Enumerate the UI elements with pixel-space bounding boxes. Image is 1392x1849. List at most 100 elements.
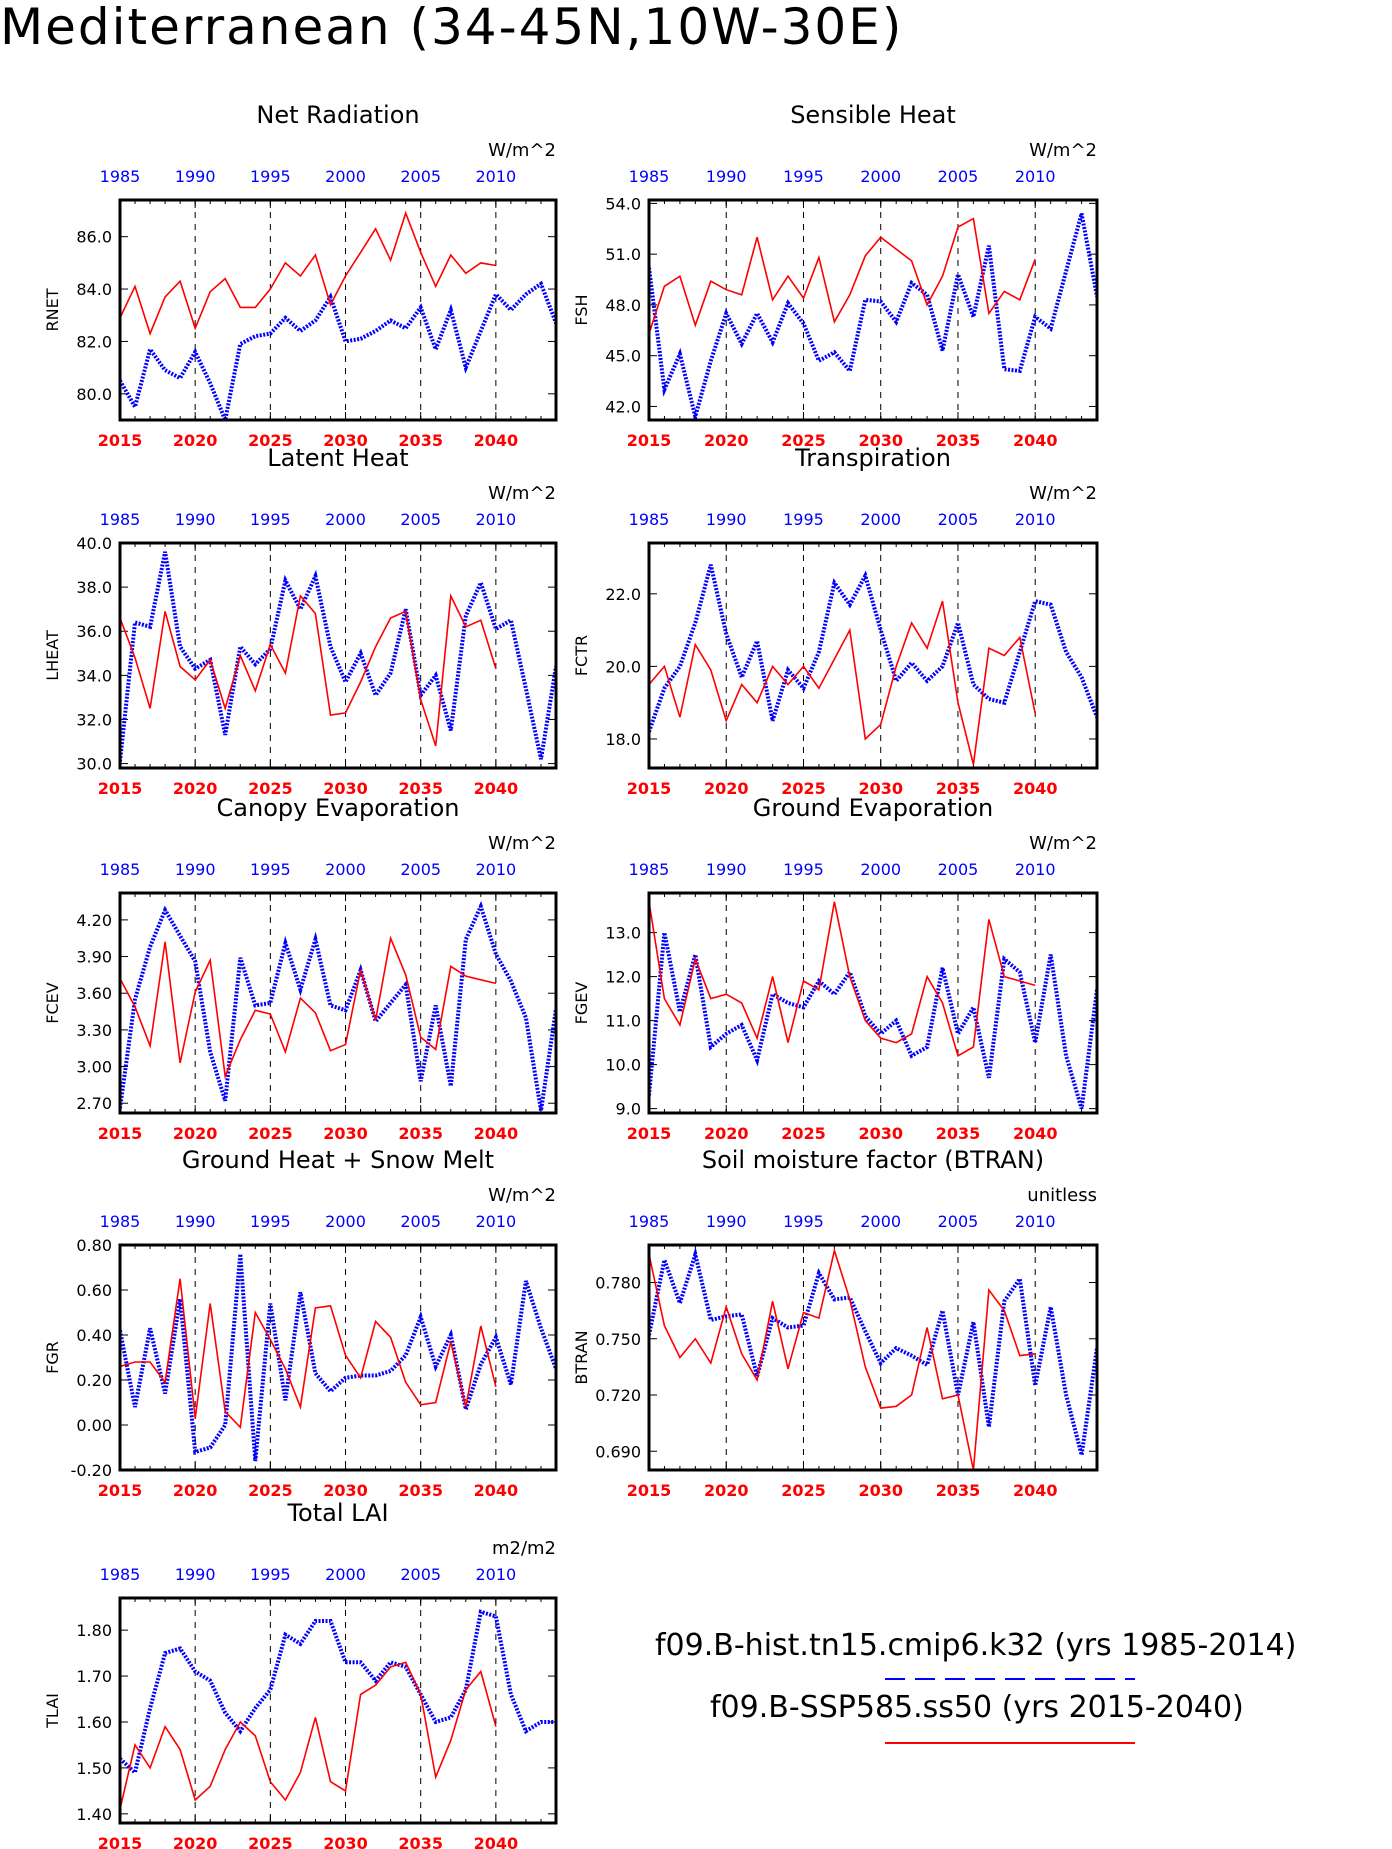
top-tick-label: 2010 [1015,1212,1056,1231]
y-tick-label: 32.0 [76,710,112,729]
y-tick-label: 36.0 [76,622,112,641]
bottom-tick-label: 2015 [98,779,143,798]
y-tick-label: 0.780 [595,1274,641,1293]
top-tick-label: 1985 [629,1212,670,1231]
bottom-tick-label: 2025 [781,779,826,798]
bottom-tick-label: 2020 [173,1834,218,1849]
bottom-tick-label: 2030 [323,1481,368,1500]
units-label: W/m^2 [1029,140,1097,161]
bottom-tick-label: 2030 [858,431,903,450]
y-tick-label: 4.20 [76,911,112,930]
bottom-tick-label: 2040 [1013,779,1058,798]
y-tick-label: 40.0 [76,534,112,553]
chart-title: Latent Heat [267,444,408,472]
units-label: W/m^2 [1029,833,1097,854]
units-label: W/m^2 [488,483,556,504]
top-tick-label: 2005 [400,1212,441,1231]
y-tick-label: 18.0 [605,730,641,749]
y-axis-label: FSH [572,294,591,325]
top-tick-label: 1995 [250,167,291,186]
bottom-tick-label: 2035 [398,1481,443,1500]
bottom-tick-label: 2030 [858,1124,903,1143]
y-tick-label: 1.40 [76,1805,112,1824]
top-tick-label: 2005 [400,860,441,879]
top-tick-label: 2010 [476,510,517,529]
y-tick-label: 0.20 [76,1371,112,1390]
top-tick-label: 2010 [1015,510,1056,529]
chart-panel: Latent Heat W/m^2 1985 1990 1995 2000 2005 2010… [43,444,558,798]
series-line-ssp [649,217,1036,334]
bottom-tick-label: 2025 [781,1481,826,1500]
bottom-tick-label: 2040 [474,1124,519,1143]
y-tick-label: 0.720 [595,1386,641,1405]
bottom-tick-label: 2040 [1013,1124,1058,1143]
top-tick-label: 1985 [100,167,141,186]
y-tick-label: 13.0 [605,924,641,943]
series-line-ssp [120,935,497,1080]
top-tick-label: 1995 [250,1565,291,1584]
top-tick-label: 1990 [706,167,747,186]
y-tick-label: 0.750 [595,1330,641,1349]
series-line-ssp [120,210,497,336]
bottom-tick-label: 2015 [627,431,672,450]
y-axis-label: LHEAT [43,630,62,681]
bottom-tick-label: 2020 [704,1124,749,1143]
bottom-tick-label: 2015 [98,1834,143,1849]
top-tick-label: 2005 [938,167,979,186]
series-line-hist [120,1609,556,1777]
y-axis-label: TLAI [43,1693,62,1729]
top-tick-label: 1985 [629,167,670,186]
top-tick-label: 2010 [476,1212,517,1231]
bottom-tick-label: 2025 [781,431,826,450]
y-tick-label: -0.20 [71,1461,112,1480]
units-label: m2/m2 [492,1538,556,1559]
bottom-tick-label: 2035 [936,431,981,450]
y-tick-label: 0.40 [76,1326,112,1345]
y-tick-label: 10.0 [605,1056,641,1075]
y-tick-label: 3.90 [76,948,112,967]
chart-panel: Ground Evaporation W/m^2 1985 1990 1995 2000 2… [572,794,1099,1143]
bottom-tick-label: 2035 [936,1124,981,1143]
top-tick-label: 1985 [100,1565,141,1584]
series-line-ssp [649,1247,1036,1470]
top-tick-label: 2010 [476,1565,517,1584]
chart-panel: Soil moisture factor (BTRAN) unitless 1985… [572,1146,1099,1500]
y-tick-label: 42.0 [605,397,641,416]
top-tick-label: 1995 [783,860,824,879]
top-tick-label: 2005 [938,1212,979,1231]
y-tick-label: 45.0 [605,347,641,366]
top-tick-label: 2005 [938,510,979,529]
y-tick-label: 3.00 [76,1058,112,1077]
y-tick-label: 1.70 [76,1667,112,1686]
bottom-tick-label: 2015 [98,431,143,450]
units-label: W/m^2 [1029,483,1097,504]
legend-ssp-label: f09.B-SSP585.ss50 (yrs 2015-2040) [710,1690,1244,1725]
bottom-tick-label: 2040 [474,431,519,450]
y-tick-label: 0.00 [76,1416,112,1435]
top-tick-label: 2000 [325,1565,366,1584]
y-tick-label: 86.0 [76,228,112,247]
y-tick-label: 1.50 [76,1759,112,1778]
plot-frame [118,198,558,422]
y-tick-label: 30.0 [76,755,112,774]
chart-title: Net Radiation [256,101,419,129]
plot-frame [647,541,1099,770]
bottom-tick-label: 2035 [398,779,443,798]
y-tick-label: 0.60 [76,1281,112,1300]
top-tick-label: 2010 [1015,167,1056,186]
bottom-tick-label: 2025 [248,1124,293,1143]
top-tick-label: 2005 [938,860,979,879]
y-tick-label: 22.0 [605,585,641,604]
top-tick-label: 2000 [325,510,366,529]
bottom-tick-label: 2035 [398,1834,443,1849]
series-line-hist [649,564,1097,733]
bottom-tick-label: 2030 [858,1481,903,1500]
y-tick-label: 38.0 [76,578,112,597]
top-tick-label: 1985 [100,510,141,529]
plot-frame [647,891,1099,1115]
top-tick-label: 1990 [175,1565,216,1584]
bottom-tick-label: 2035 [936,1481,981,1500]
top-tick-label: 1985 [100,1212,141,1231]
top-tick-label: 1990 [706,1212,747,1231]
